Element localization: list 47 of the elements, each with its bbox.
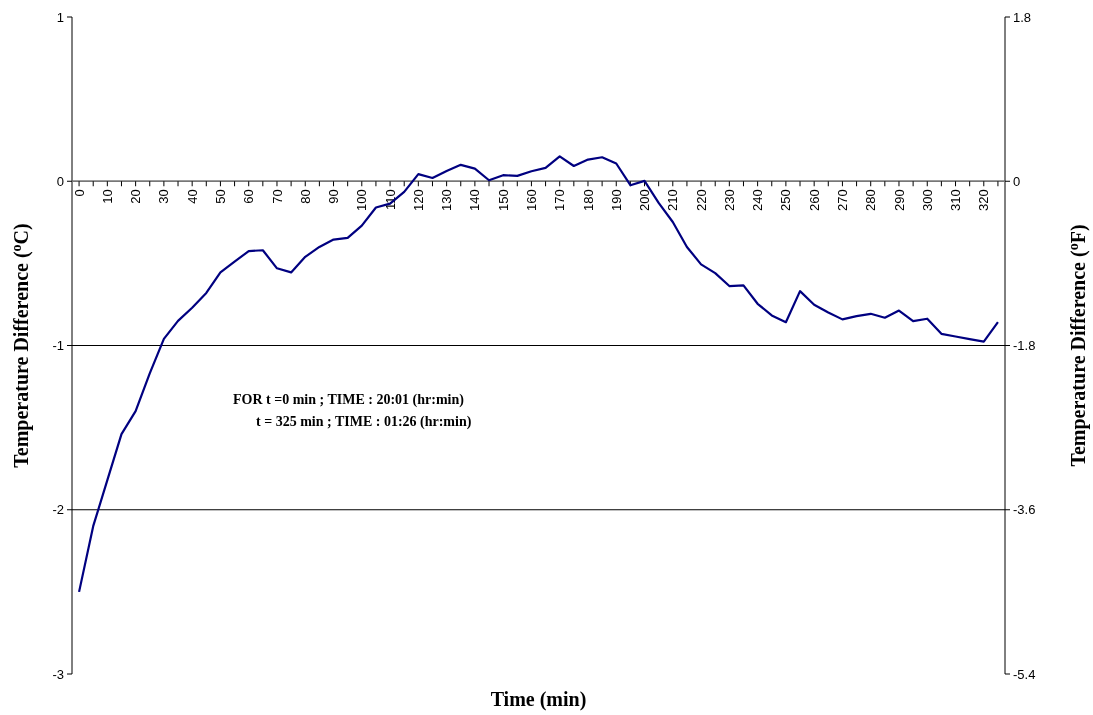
x-tick-label: 180 [580,189,596,211]
y2-tick-label: 1.8 [1013,9,1032,25]
x-tick-label: 290 [891,189,907,211]
x-tick-label: 160 [523,189,539,211]
y-tick-label: -2 [52,502,64,518]
x-tick-label: 60 [241,189,257,204]
x-tick-label: 70 [269,189,285,204]
y-tick-label: 1 [56,9,64,25]
x-tick-label: 240 [750,189,766,211]
x-tick-label: 310 [948,189,964,211]
x-tick-label: 50 [212,189,228,204]
y2-tick-label: -1.8 [1013,338,1036,354]
x-tick-label: 300 [919,189,935,211]
x-tick-label: 320 [976,189,992,211]
y-tick-label: 0 [56,173,64,189]
y-tick-label: -3 [52,666,64,682]
x-tick-label: 90 [326,189,342,204]
x-tick-label: 80 [297,189,313,204]
x-tick-label: 170 [552,189,568,211]
x-tick-label: 30 [156,189,172,204]
x-tick-label: 130 [439,189,455,211]
line-series [77,155,1000,593]
annotation: FOR t =0 min ; TIME : 20:01 (hr:min) [233,392,465,408]
x-tick-label: 110 [382,189,398,210]
x-tick-label: 190 [608,189,624,211]
x-tick-label: 280 [863,189,879,211]
annotation: t = 325 min ; TIME : 01:26 (hr:min) [256,414,472,430]
x-tick-label: 120 [410,189,426,211]
x-tick-label: 20 [128,189,144,204]
y2-tick-label: -3.6 [1013,502,1036,518]
x-axis-title: Time (min) [490,688,587,711]
x-tick-label: 150 [495,189,511,211]
x-tick-label: 10 [99,189,115,204]
x-tick-label: 220 [693,189,709,211]
x-tick-label: 200 [637,189,653,211]
x-tick-label: 140 [467,189,483,211]
x-tick-label: 250 [778,189,794,211]
x-tick-label: 260 [806,189,822,211]
y2-tick-label: 0 [1013,173,1021,189]
x-tick-label: 100 [354,189,370,211]
y2-tick-label: -5.4 [1013,666,1036,682]
x-tick-label: 210 [665,189,681,211]
x-tick-label: 230 [721,189,737,211]
x-tick-label: 40 [184,189,200,204]
y-tick-label: -1 [52,338,64,354]
x-tick-label: 270 [834,189,850,211]
x-tick-label: 0 [71,189,87,197]
